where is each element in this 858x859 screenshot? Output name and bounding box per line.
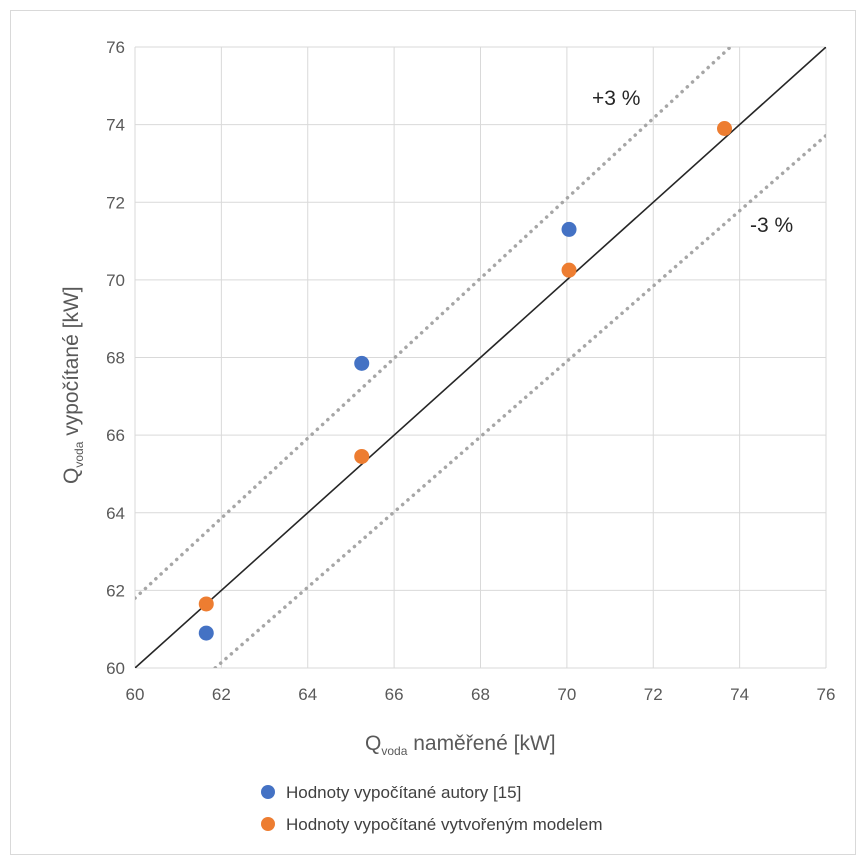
legend-label-series-1: Hodnoty vypočítané autory [15] <box>286 783 521 802</box>
point-series-1-2 <box>354 355 370 371</box>
y-tick-label-72: 72 <box>106 193 125 212</box>
x-tick-label-76: 76 <box>817 685 836 704</box>
y-tick-label-64: 64 <box>106 504 125 523</box>
chart-frame <box>10 10 856 855</box>
tick-labels: 60 62 64 66 68 70 72 74 76 60 62 64 66 68 70 72 74 76 <box>106 38 835 704</box>
x-tick-label-74: 74 <box>730 685 749 704</box>
legend-marker-series-2 <box>261 817 275 831</box>
x-tick-label-68: 68 <box>471 685 490 704</box>
point-series-1-3 <box>561 221 577 237</box>
y-tick-label-62: 62 <box>106 581 125 600</box>
y-tick-label-60: 60 <box>106 659 125 678</box>
x-tick-label-72: 72 <box>644 685 663 704</box>
y-axis-title-rest: vypočítané [kW] <box>60 286 83 441</box>
legend-label-series-2: Hodnoty vypočítané vytvořeným modelem <box>286 815 603 834</box>
x-tick-label-64: 64 <box>298 685 317 704</box>
reference-lines <box>135 47 826 668</box>
point-series-2-3 <box>561 262 577 278</box>
plus-3-percent-line <box>135 47 733 600</box>
x-tick-label-62: 62 <box>212 685 231 704</box>
x-tick-label-70: 70 <box>557 685 576 704</box>
y-tick-label-76: 76 <box>106 38 125 57</box>
y-tick-label-66: 66 <box>106 426 125 445</box>
y-axis-title-main: Q <box>60 468 83 484</box>
x-tick-label-60: 60 <box>126 685 145 704</box>
y-tick-label-70: 70 <box>106 271 125 290</box>
data-points <box>198 121 733 641</box>
y-axis-title-sub: voda <box>72 441 86 467</box>
legend-marker-series-1 <box>261 785 275 799</box>
legend: Hodnoty vypočítané autory [15] Hodnoty v… <box>261 783 603 834</box>
point-series-2-1 <box>198 596 214 612</box>
y-tick-label-68: 68 <box>106 349 125 368</box>
y-axis-title: Qvoda vypočítané [kW] <box>60 286 86 484</box>
y-tick-label-74: 74 <box>106 116 125 135</box>
grid <box>134 46 827 669</box>
annotation-plus-3: +3 % <box>592 87 640 110</box>
identity-line <box>135 47 826 668</box>
x-axis-title-main: Q <box>365 732 381 755</box>
point-series-2-2 <box>354 448 370 464</box>
point-series-1-1 <box>198 625 214 641</box>
annotation-minus-3: -3 % <box>750 214 793 237</box>
point-series-2-4 <box>717 121 733 137</box>
x-axis-title: Qvoda naměřené [kW] <box>365 732 556 758</box>
x-axis-title-rest: naměřené [kW] <box>407 732 555 755</box>
x-tick-label-66: 66 <box>385 685 404 704</box>
x-axis-title-sub: voda <box>381 744 407 758</box>
